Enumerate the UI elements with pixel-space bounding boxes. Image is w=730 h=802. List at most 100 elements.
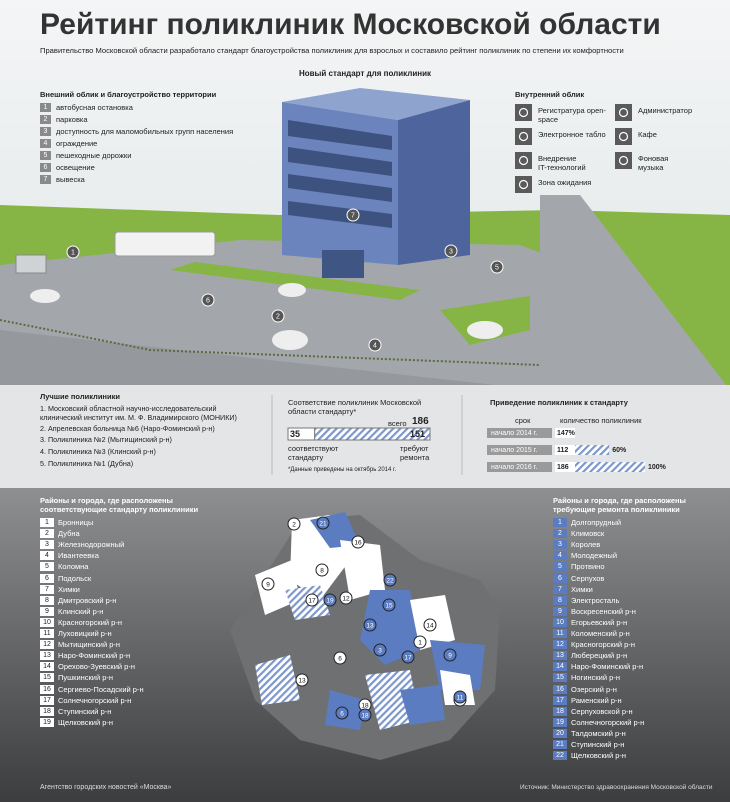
list-name: Талдомский р-н [571,728,626,738]
map [230,512,500,760]
list-number: 5 [553,562,567,572]
total: 186 [412,416,429,427]
map-pin [315,563,329,577]
list-number: 14 [553,662,567,672]
list-number: 20 [553,728,567,738]
pin-number: 14 [426,623,434,630]
item-label: парковка [56,115,88,124]
item-label: вывеска [56,175,85,184]
pin-number: 6 [338,656,342,663]
pin-number: 8 [320,568,324,575]
list-name: Ступинский р-н [571,740,625,749]
callout [346,208,360,222]
callout-number: 7 [351,213,355,220]
fence [0,319,541,366]
interior-label: Зона ожидания [538,178,592,187]
bus-stop [15,254,47,274]
list-number: 8 [553,595,567,605]
term-box [487,462,552,472]
item-number: 5 [40,151,51,160]
list-number: 13 [553,651,567,661]
list-number: 3 [40,540,54,550]
region [365,670,420,730]
term-box [487,445,552,455]
map-pin [413,635,427,649]
item-label: пешеходные дорожки [56,151,132,160]
item-number: 3 [40,127,51,136]
map-pin [401,650,415,664]
map-pin [333,651,347,665]
list-number: 13 [40,651,54,661]
schedule-title: Приведение поликлиник к стандарту [490,398,628,407]
icon-glyph [518,155,529,166]
list-name: Пушкинский р-н [58,673,114,683]
map-pin [305,593,319,607]
callout-number: 2 [276,314,280,321]
list-name: Орехово-Зуевский р-н [58,662,135,672]
icon [615,152,632,169]
list-number: 5 [40,562,54,572]
map-pin [295,673,309,687]
pin-number: 16 [354,540,362,547]
list-name: Наро-Фоминский р-н [571,662,644,672]
car [278,283,306,297]
list-name: Ивантеевка [58,551,99,561]
list-name: Щелковский р-н [58,717,114,727]
list-name: Щелковский р-н [571,751,627,761]
map-pin [373,643,387,657]
repair-value: 151 [410,429,426,439]
percent: 60% [612,447,627,454]
count: 14 [557,430,565,437]
callout [490,260,504,274]
pin-number: 11 [457,695,464,702]
compliant-value: 35 [290,429,301,439]
percent: 7% [564,430,575,437]
best-item: 2. Апрелевская больница №6 (Наро-Фоминск… [40,424,215,433]
list-name: Воскресенский р-н [571,606,636,616]
subtitle: Правительство Московской области разрабо… [40,46,624,55]
list-number: 16 [40,684,54,694]
item-number: 4 [40,139,51,148]
pin-number: 3 [378,648,382,655]
count-box [555,428,575,438]
col-count: количество поликлиник [560,416,642,425]
map-pin [382,598,396,612]
icon [515,152,532,169]
term: начало 2016 г. [491,464,538,471]
term-box [487,428,552,438]
list-name: Электросталь [571,595,620,605]
pin-number: 13 [366,623,374,630]
right-title: Районы и города, где расположены требующ… [553,496,686,514]
road [540,195,730,440]
interior-label: Внедрение IT-технологий [538,154,586,172]
list-number: 9 [553,606,567,616]
list-name: Дубна [58,529,80,539]
icon [515,104,532,121]
item-label: доступность для маломобильных групп насе… [56,127,234,136]
best-title: Лучшие поликлиники [40,392,120,401]
list-number: 15 [553,673,567,683]
lawn [170,262,420,300]
count: 186 [557,464,569,471]
map-pin [351,535,365,549]
interior-label: Фоновая музыка [638,154,669,172]
list-number: 14 [40,662,54,672]
list-name: Бронницы [58,518,94,527]
item-label: автобусная остановка [56,103,133,112]
list-name: Серпухов [571,573,605,583]
region [400,685,445,725]
list-number: 4 [40,551,54,561]
list-name: Наро-Фоминский р-н [58,651,131,661]
icon [615,128,632,145]
icon-glyph [618,107,629,118]
pin-number: 22 [386,578,394,585]
map-pin [453,690,467,704]
list-name: Химки [571,584,593,594]
list-name: Королев [571,540,601,550]
icon [515,128,532,145]
best-item: 1. Московский областной научно-исследова… [40,404,237,422]
list-name: Мытищинский р-н [58,640,121,650]
